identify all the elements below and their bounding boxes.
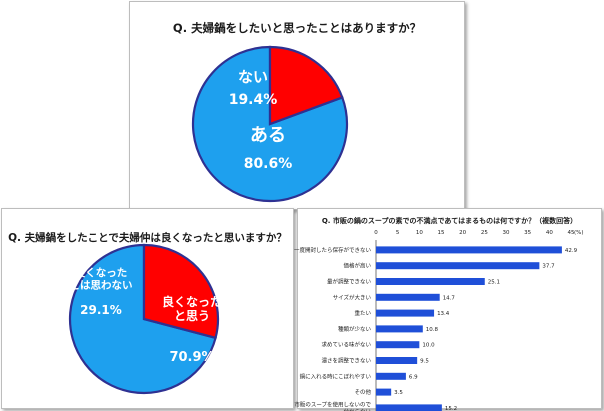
bar	[376, 372, 406, 380]
category-label: 一度開封したら保存ができない	[294, 246, 372, 254]
bar-value-label: 37.7	[542, 264, 555, 270]
bar-value-label: 42.9	[565, 248, 578, 254]
x-tick-label: 5	[396, 230, 400, 236]
chart-title: Q. 夫婦鍋をしたことで夫婦仲は良くなったと思いますか？	[8, 232, 287, 244]
x-tick-label: 0	[374, 230, 378, 236]
chart-title: Q. 夫婦鍋をしたいと思ったことはありますか？	[172, 21, 422, 35]
bar-value-label: 6.9	[409, 374, 418, 380]
category-label: 求めている味がない	[321, 341, 371, 349]
pie-value-label: 80.6%	[244, 156, 293, 172]
bar	[376, 341, 420, 349]
pie-label: 良くなったとは思わない	[70, 266, 133, 292]
bar	[376, 262, 540, 270]
x-axis-unit: (%)	[574, 230, 584, 236]
bar	[376, 357, 418, 364]
x-tick-label: 35	[524, 230, 531, 236]
pie-label: ない	[238, 68, 268, 86]
bar-value-label: 9.5	[420, 359, 429, 365]
pie-label: ある	[250, 125, 286, 146]
pie-slice-minor	[268, 45, 344, 126]
pie-slice-major	[191, 45, 349, 203]
x-tick-label: 10	[416, 230, 423, 236]
pie-panel-relationship: Q. 夫婦鍋をしたことで夫婦仲は良くなったと思いますか？ 良くなったと思う 70.…	[1, 208, 294, 409]
bar-value-label: 10.8	[426, 327, 439, 333]
bar-chart-complaints: 0 5 10 15 20 25 30 35 40 45 (%) 42.9 一度開封したら保存ができない 3…	[294, 230, 584, 411]
x-tick-label: 25	[481, 230, 488, 236]
bar-value-label: 3.5	[394, 390, 403, 396]
bar	[376, 278, 485, 285]
bar	[376, 325, 423, 333]
pie-chart-relationship: 良くなったと思う 70.9% 良くなったとは思わない 29.1%	[68, 243, 222, 395]
bar	[376, 246, 562, 254]
x-tick-label: 20	[459, 230, 466, 236]
x-tick-label: 45	[568, 230, 575, 236]
pie-value-label: 29.1%	[80, 303, 122, 317]
bar-value-label: 14.7	[443, 295, 456, 301]
category-label: その他	[354, 388, 371, 396]
bar	[376, 404, 442, 411]
x-tick-label: 30	[503, 230, 510, 236]
bar	[376, 388, 392, 396]
category-label: 鍋に入れる時にこぼれやすい	[300, 372, 372, 380]
category-label: サイズが大きい	[333, 293, 372, 301]
category-label: 市販のスープを使用しないので分からない	[294, 400, 371, 411]
bar-value-label: 15.2	[445, 406, 457, 411]
bar-value-label: 13.4	[437, 311, 450, 317]
pie-value-label: 19.4%	[229, 92, 278, 108]
pie-value-label: 70.9%	[169, 350, 214, 365]
category-label: 種類が少ない	[338, 325, 372, 333]
bar-value-label: 25.1	[488, 280, 500, 286]
pie-label: 良くなったと思う	[162, 294, 222, 323]
category-label: 重たい	[354, 309, 371, 317]
bar-panel-complaints: Q. 市販の鍋のスープの素での不満点であてはまるものは何ですか？（複数回答） 0…	[294, 208, 602, 411]
category-label: 価格が高い	[343, 262, 371, 270]
pie-panel-desire: Q. 夫婦鍋をしたいと思ったことはありますか？ ある 80.6% ない 19.4%	[129, 1, 465, 210]
category-label: 量が調整できない	[327, 278, 372, 286]
chart-title: Q. 市販の鍋のスープの素での不満点であてはまるものは何ですか？（複数回答）	[321, 217, 578, 225]
bar	[376, 293, 440, 301]
x-tick-label: 40	[546, 230, 553, 236]
bar	[376, 309, 435, 317]
bar-value-label: 10.0	[422, 343, 435, 349]
pie-slice-minor	[142, 243, 220, 340]
pie-chart-desire: ある 80.6% ない 19.4%	[191, 45, 349, 203]
x-tick-label: 15	[438, 230, 445, 236]
category-label: 濃さを調整できない	[321, 357, 371, 365]
pie-slice-major	[68, 243, 217, 395]
